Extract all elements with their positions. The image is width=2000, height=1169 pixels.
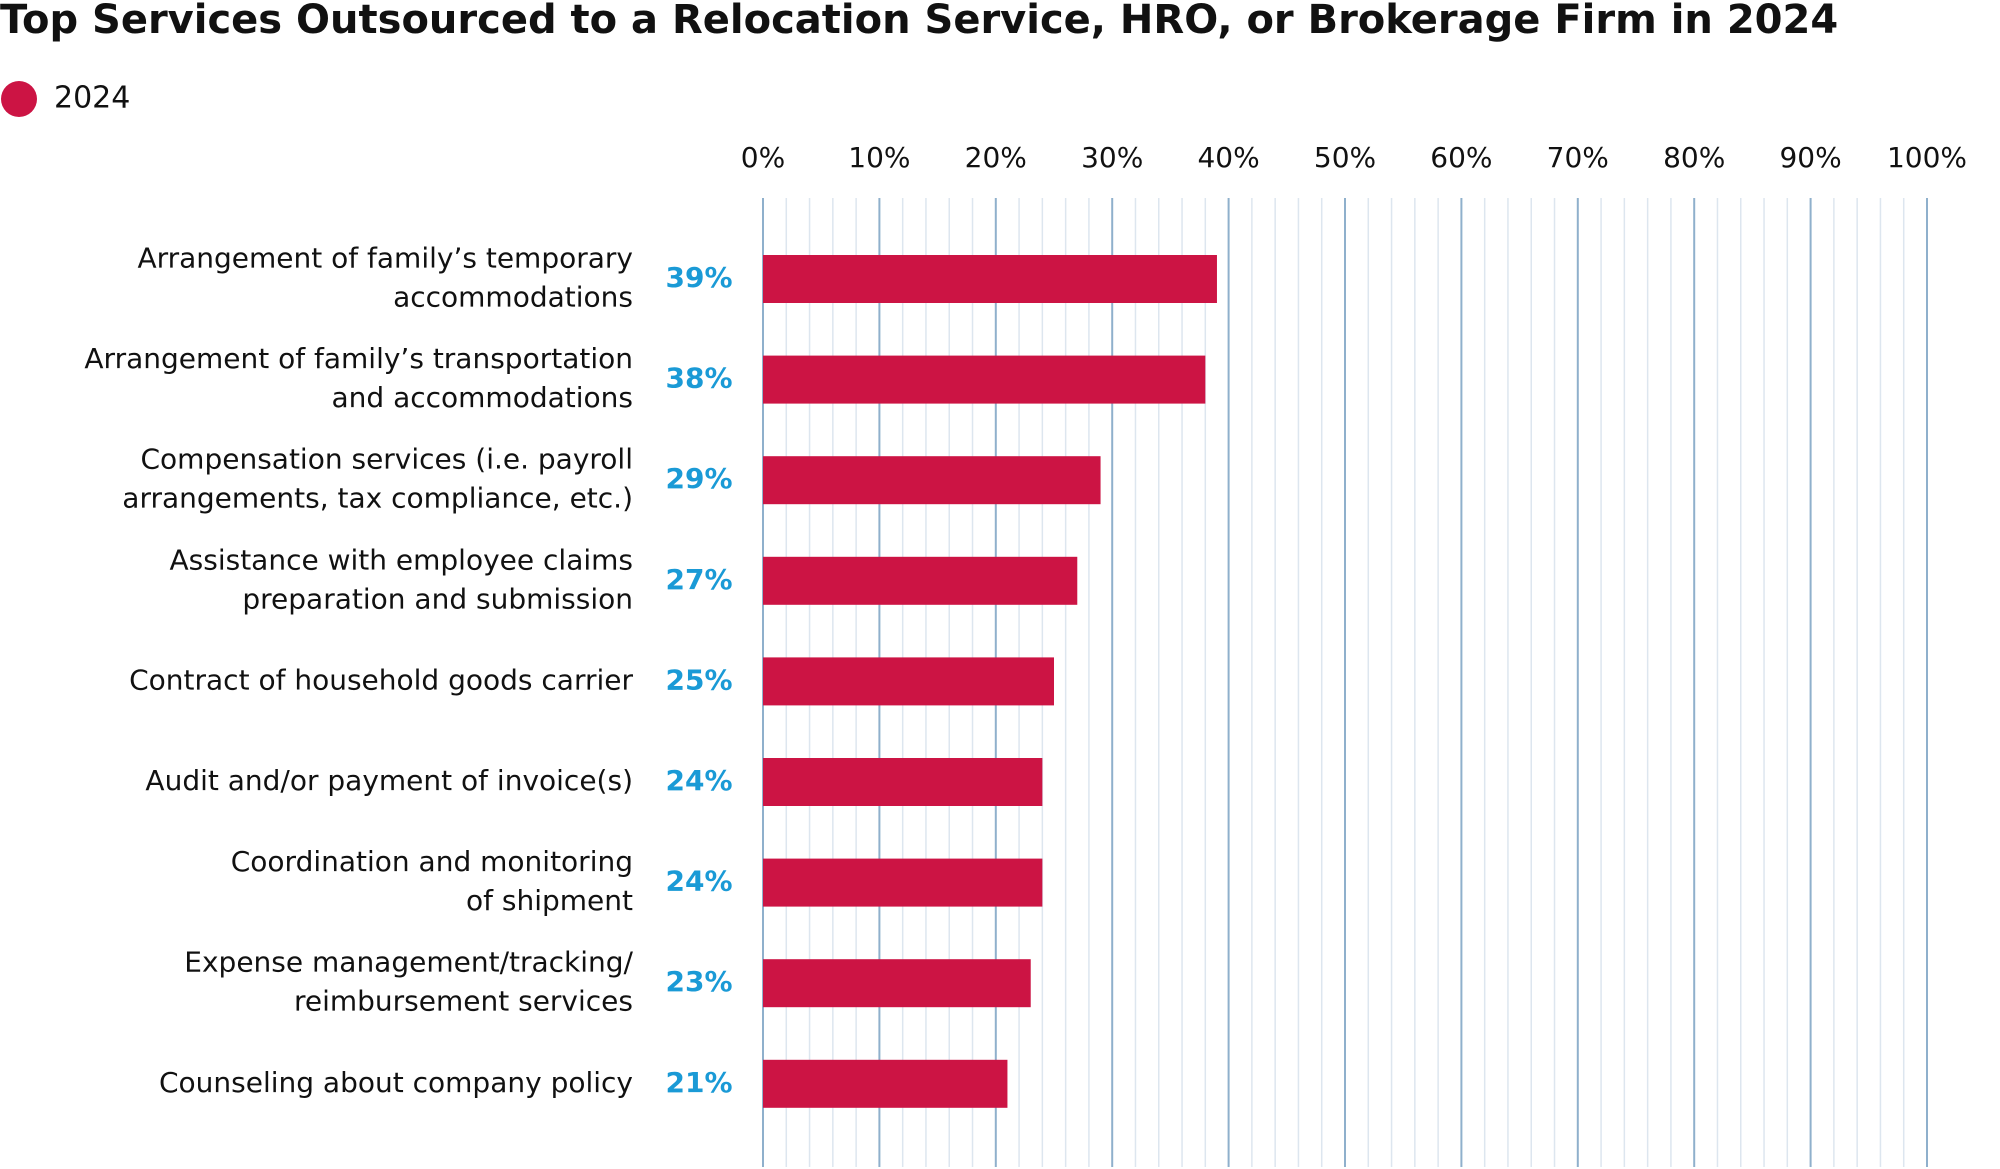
category-label: Contract of household goods carrier xyxy=(129,663,633,696)
x-tick-label: 70% xyxy=(1547,141,1609,174)
x-tick-label: 80% xyxy=(1663,141,1725,174)
value-label: 21% xyxy=(665,1066,732,1099)
legend-label: 2024 xyxy=(54,81,130,116)
bar xyxy=(763,959,1031,1008)
category-label: of shipment xyxy=(466,884,633,917)
value-label: 38% xyxy=(665,362,732,395)
bar xyxy=(763,556,1078,605)
bar xyxy=(763,456,1101,505)
x-tick-label: 20% xyxy=(965,141,1027,174)
x-tick-label: 30% xyxy=(1081,141,1143,174)
x-tick-label: 60% xyxy=(1430,141,1492,174)
category-label: Counseling about company policy xyxy=(159,1066,633,1099)
value-label: 39% xyxy=(665,261,732,294)
category-label: Arrangement of family’s transportation xyxy=(84,342,633,375)
x-tick-label: 0% xyxy=(741,141,785,174)
value-label: 25% xyxy=(665,663,732,696)
category-label: Assistance with employee claims xyxy=(170,543,634,576)
value-label: 24% xyxy=(665,764,732,797)
chart-title: Top Services Outsourced to a Relocation … xyxy=(0,0,1838,43)
category-label: accommodations xyxy=(393,281,633,314)
x-tick-label: 40% xyxy=(1197,141,1259,174)
value-label: 27% xyxy=(665,563,732,596)
bar xyxy=(763,858,1043,907)
category-label: arrangements, tax compliance, etc.) xyxy=(122,482,633,515)
category-label: Arrangement of family’s temporary xyxy=(137,242,633,275)
category-label: reimbursement services xyxy=(294,985,633,1018)
legend-marker xyxy=(1,81,37,117)
bar xyxy=(763,355,1206,404)
x-tick-label: 90% xyxy=(1779,141,1841,174)
x-tick-label: 100% xyxy=(1887,141,1967,174)
category-label: preparation and submission xyxy=(242,582,633,615)
category-label: Coordination and monitoring xyxy=(231,845,633,878)
category-label: and accommodations xyxy=(332,381,634,414)
bar xyxy=(763,758,1043,806)
value-label: 29% xyxy=(665,462,732,495)
x-tick-label: 50% xyxy=(1314,141,1376,174)
bar xyxy=(763,657,1054,706)
value-label: 24% xyxy=(665,865,732,898)
category-label: Compensation services (i.e. payroll xyxy=(141,443,634,476)
x-tick-label: 10% xyxy=(848,141,910,174)
category-label: Expense management/tracking/ xyxy=(184,946,633,979)
category-label: Audit and/or payment of invoice(s) xyxy=(145,764,633,797)
value-label: 23% xyxy=(665,965,732,998)
bar xyxy=(763,255,1217,303)
bar xyxy=(763,1059,1008,1108)
